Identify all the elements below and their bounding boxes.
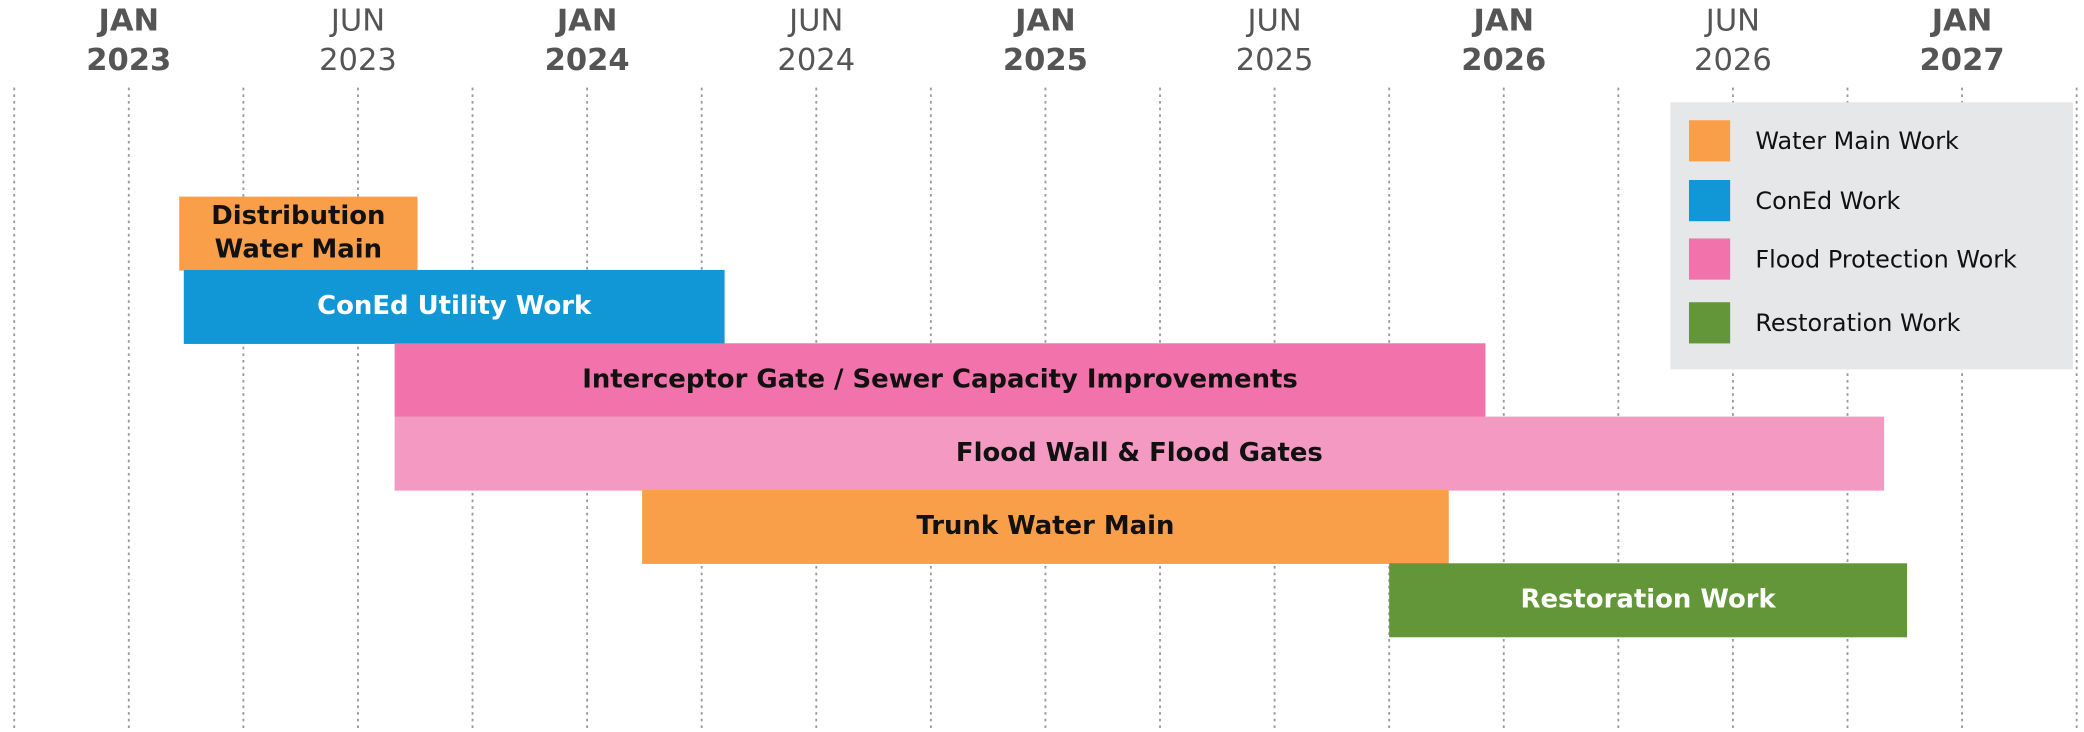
task-label: Restoration Work (1521, 584, 1777, 614)
legend-swatch (1688, 180, 1731, 222)
task-bar (179, 196, 418, 271)
task-bar (394, 416, 1885, 491)
x-tick-label-line: 2025 (1003, 43, 1088, 78)
task-label: Distribution (211, 201, 385, 231)
x-tick-label-line: JAN (97, 3, 160, 38)
task-label: Water Main (215, 234, 382, 264)
task-label: Trunk Water Main (916, 511, 1174, 541)
x-tick-label-line: 2023 (86, 43, 171, 78)
x-tick-label: JAN 2024 (545, 3, 630, 78)
x-tick-label-line: JUN (1704, 3, 1760, 38)
x-tick-label-line: JUN (329, 3, 385, 38)
task-label: ConEd Utility Work (317, 291, 592, 321)
legend-box (1670, 102, 2073, 370)
legend-swatch (1688, 302, 1731, 344)
x-tick-label-line: JAN (1471, 3, 1534, 38)
x-tick-label-line: 2024 (777, 43, 855, 78)
task-bar (394, 343, 1486, 418)
x-tick-label: JUN 2023 (319, 3, 397, 78)
x-tick-label-line: JAN (1013, 3, 1076, 38)
task-label: Flood Wall & Flood Gates (956, 438, 1323, 468)
x-tick-label-line: 2026 (1461, 43, 1546, 78)
task-bar (642, 489, 1449, 564)
legend-label: Restoration Work (1755, 309, 1960, 337)
x-tick-label-line: 2027 (1920, 43, 2005, 78)
x-tick-label: JAN 2023 (86, 3, 171, 78)
legend-swatch (1688, 238, 1731, 280)
x-tick-label-line: JUN (787, 3, 843, 38)
legend-label: Water Main Work (1755, 127, 1959, 155)
x-tick-label: JAN 2026 (1461, 3, 1546, 78)
x-tick-label-line: 2025 (1236, 43, 1314, 78)
x-tick-label: JUN 2024 (777, 3, 855, 78)
x-tick-label-line: 2023 (319, 43, 397, 78)
x-tick-label-line: 2026 (1694, 43, 1772, 78)
x-tick-label: JAN 2027 (1920, 3, 2005, 78)
x-tick-label-line: 2024 (545, 43, 630, 78)
task-bar (183, 269, 725, 344)
x-tick-label: JUN 2025 (1236, 3, 1314, 78)
legend-label: ConEd Work (1755, 187, 1900, 215)
task-label: Interceptor Gate / Sewer Capacity Improv… (582, 364, 1298, 394)
task-bar (1389, 563, 1908, 638)
legend-swatch (1688, 120, 1731, 162)
x-tick-label-line: JAN (555, 3, 618, 38)
x-tick-label-line: JAN (1930, 3, 1993, 38)
x-tick-label: JAN 2025 (1003, 3, 1088, 78)
legend-label: Flood Protection Work (1755, 245, 2017, 273)
x-tick-label: JUN 2026 (1694, 3, 1772, 78)
x-tick-label-line: JUN (1245, 3, 1301, 38)
